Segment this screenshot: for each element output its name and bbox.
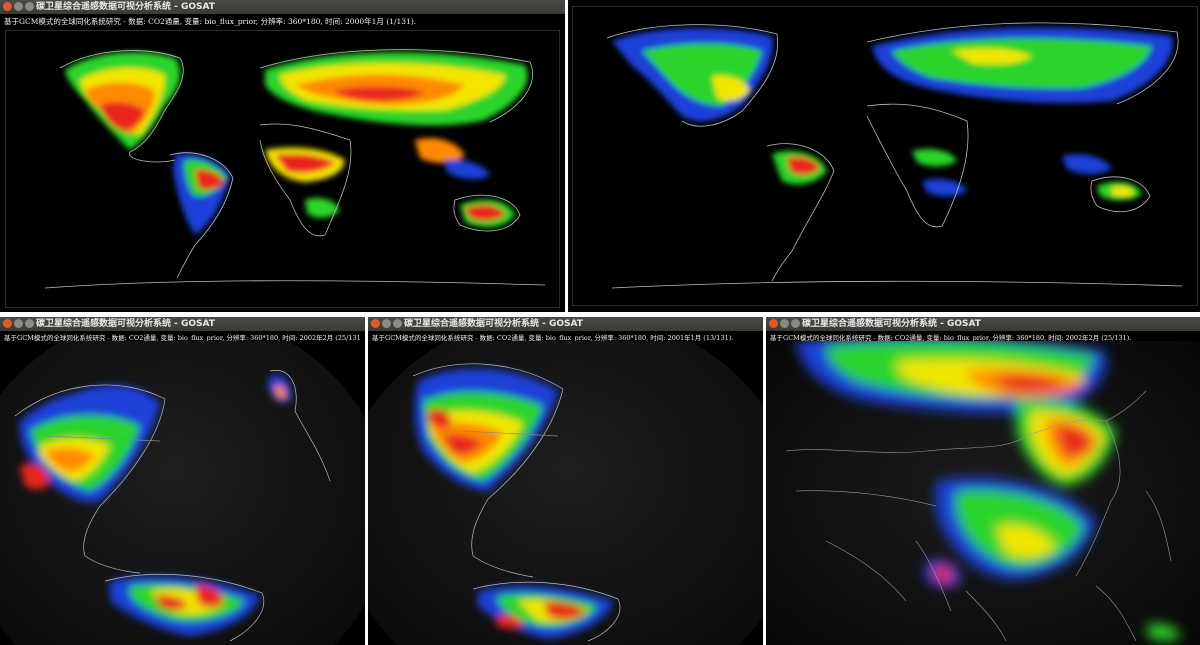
window-title: 碳卫星综合遥感数据可视分析系统 - GOSAT bbox=[404, 319, 583, 329]
window-titlebar[interactable]: 碳卫星综合遥感数据可视分析系统 - GOSAT bbox=[368, 317, 763, 331]
maximize-window-button[interactable] bbox=[393, 319, 402, 328]
maximize-window-button[interactable] bbox=[791, 319, 800, 328]
close-window-button[interactable] bbox=[371, 319, 380, 328]
window-titlebar[interactable]: 碳卫星综合遥感数据可视分析系统 - GOSAT bbox=[0, 0, 565, 14]
map-window-3: 碳卫星综合遥感数据可视分析系统 - GOSAT 基于GCM模式的全球同化系统研究… bbox=[0, 317, 365, 645]
close-window-button[interactable] bbox=[3, 2, 12, 11]
window-title: 碳卫星综合遥感数据可视分析系统 - GOSAT bbox=[36, 319, 215, 329]
close-window-button[interactable] bbox=[769, 319, 778, 328]
window-title: 碳卫星综合遥感数据可视分析系统 - GOSAT bbox=[36, 2, 215, 12]
map-window-4: 碳卫星综合遥感数据可视分析系统 - GOSAT 基于GCM模式的全球同化系统研究… bbox=[368, 317, 763, 645]
map-window-5: 碳卫星综合遥感数据可视分析系统 - GOSAT 基于GCM模式的全球同化系统研究… bbox=[766, 317, 1200, 645]
window-title: 碳卫星综合遥感数据可视分析系统 - GOSAT bbox=[802, 319, 981, 329]
minimize-window-button[interactable] bbox=[780, 319, 789, 328]
window-titlebar[interactable]: 碳卫星综合遥感数据可视分析系统 - GOSAT bbox=[766, 317, 1200, 331]
map-window-2 bbox=[568, 0, 1200, 312]
map-window-1: 碳卫星综合遥感数据可视分析系统 - GOSAT 基于GCM模式的全球同化系统研究… bbox=[0, 0, 565, 312]
minimize-window-button[interactable] bbox=[14, 2, 23, 11]
world-map-flat[interactable] bbox=[5, 30, 560, 308]
dataset-info-text: 基于GCM模式的全球同化系统研究 - 数据: CO2通量, 变量: bio_fl… bbox=[4, 334, 361, 342]
dataset-info-text: 基于GCM模式的全球同化系统研究 - 数据: CO2通量, 变量: bio_fl… bbox=[4, 17, 417, 26]
globe-view-americas-2001[interactable] bbox=[368, 341, 763, 645]
window-titlebar[interactable]: 碳卫星综合遥感数据可视分析系统 - GOSAT bbox=[0, 317, 365, 331]
world-map-flat-2[interactable] bbox=[572, 6, 1198, 306]
dataset-info-text: 基于GCM模式的全球同化系统研究 - 数据: CO2通量, 变量: bio_fl… bbox=[770, 334, 1132, 342]
globe-view-americas[interactable] bbox=[0, 341, 365, 645]
maximize-window-button[interactable] bbox=[25, 319, 34, 328]
close-window-button[interactable] bbox=[3, 319, 12, 328]
maximize-window-button[interactable] bbox=[25, 2, 34, 11]
globe-view-east-asia[interactable] bbox=[766, 341, 1200, 645]
minimize-window-button[interactable] bbox=[382, 319, 391, 328]
minimize-window-button[interactable] bbox=[14, 319, 23, 328]
dataset-info-text: 基于GCM模式的全球同化系统研究 - 数据: CO2通量, 变量: bio_fl… bbox=[372, 334, 734, 342]
